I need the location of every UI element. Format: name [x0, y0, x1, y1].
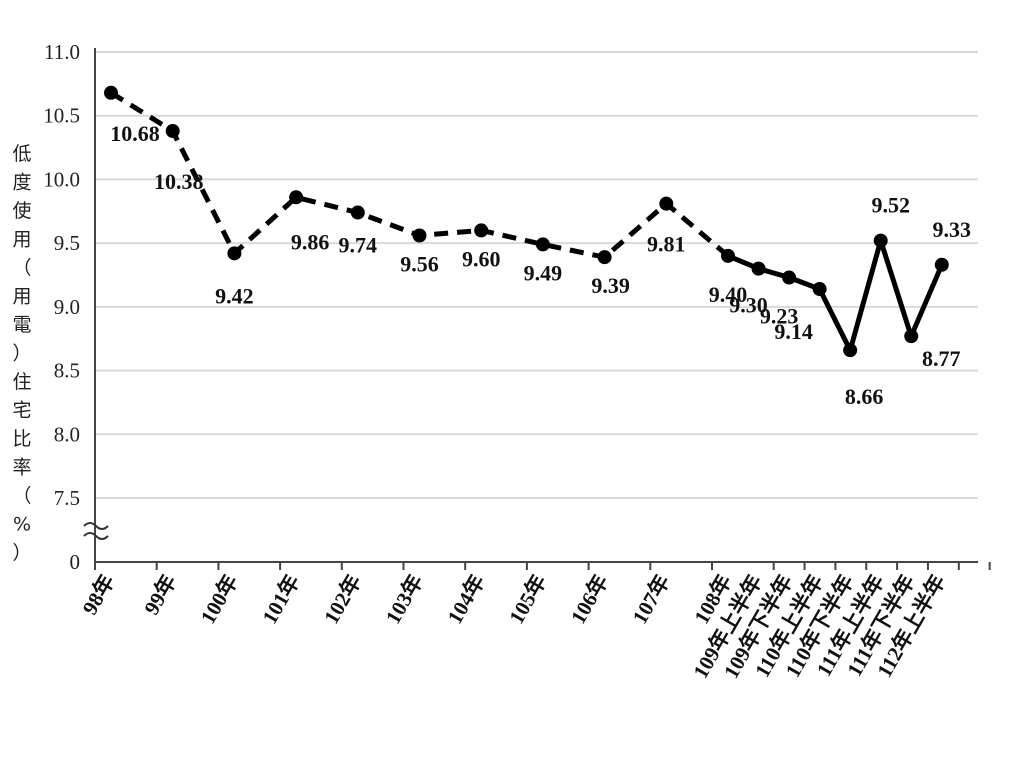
y-tick-label: 10.5 — [43, 104, 80, 128]
y-tick-label: 9.5 — [54, 231, 80, 255]
data-point — [812, 282, 827, 297]
y-axis-label-char: 率 — [12, 457, 31, 479]
x-tick-label: 101年 — [257, 571, 304, 628]
data-point — [721, 248, 735, 263]
y-tick-label: 7.5 — [54, 486, 80, 510]
data-label: 10.68 — [110, 121, 160, 146]
y-axis-label-char: 使 — [12, 200, 31, 222]
data-point — [412, 228, 427, 243]
data-point — [289, 190, 304, 205]
y-axis-label-char: % — [13, 514, 31, 536]
data-label: 9.40 — [709, 282, 748, 307]
x-tick-label: 98年 — [78, 571, 120, 619]
y-axis-label-char: 用 — [12, 286, 31, 308]
data-label: 9.30 — [729, 293, 768, 318]
data-label: 10.38 — [154, 169, 204, 194]
data-label: 8.77 — [922, 346, 961, 371]
data-label: 9.86 — [291, 229, 330, 254]
data-label: 9.14 — [774, 319, 813, 344]
y-tick-label: 9.0 — [54, 295, 80, 319]
x-tick-label: 105年 — [504, 571, 551, 628]
data-label: 9.81 — [647, 232, 686, 257]
data-point — [350, 205, 365, 220]
data-label: 8.66 — [845, 384, 884, 409]
data-point — [873, 233, 888, 248]
data-label: 9.39 — [591, 273, 630, 298]
y-tick-label: 8.0 — [54, 422, 80, 446]
x-tick-label: 107年 — [628, 571, 675, 628]
data-point — [165, 124, 180, 139]
x-tick-labels: 98年 99年 100年 101年 102年 103年 104年 105年 106年 107年 10… — [78, 571, 951, 683]
y-axis-label-char: 住 — [12, 371, 31, 393]
data-point — [659, 196, 674, 211]
data-points — [104, 85, 949, 358]
data-label: 9.49 — [524, 260, 563, 285]
data-point — [934, 257, 949, 272]
y-tick-label: 11.0 — [44, 40, 80, 64]
y-axis-label-char: 電 — [12, 314, 31, 336]
data-point — [782, 270, 797, 285]
axes — [83, 48, 991, 570]
x-tick-label: 100年 — [196, 571, 243, 628]
x-tick-label: 103年 — [381, 571, 428, 628]
y-tick-labels: 11.0 10.5 10.0 9.5 9.0 8.5 8.0 7.5 0 — [43, 40, 80, 574]
series-lines — [109, 90, 945, 353]
x-tick-label: 104年 — [442, 571, 489, 628]
data-label: 9.23 — [760, 304, 799, 329]
data-point — [751, 261, 766, 276]
y-axis-label-char: 比 — [12, 428, 31, 450]
data-point — [904, 329, 919, 344]
data-label: 9.56 — [400, 251, 439, 276]
y-axis-label-char: 用 — [12, 229, 31, 251]
axis-break-mark — [83, 522, 109, 530]
y-tick-label: 0 — [70, 550, 81, 574]
y-axis-label-char: （ — [12, 485, 31, 507]
data-point — [104, 85, 118, 100]
data-point — [474, 223, 489, 238]
y-axis-label-char: ） — [12, 343, 31, 365]
data-label: 9.42 — [215, 283, 254, 308]
x-tick-label: 102年 — [319, 571, 366, 628]
y-axis-label-char: 低 — [12, 143, 31, 165]
y-tick-label: 10.0 — [43, 167, 80, 191]
axis-break-mark — [83, 532, 109, 540]
data-labels: 10.68 10.38 9.42 9.86 9.74 9.56 9.60 9.49 9.39 9.… — [110, 121, 971, 409]
x-tick-label: 106年 — [566, 571, 613, 628]
y-axis-label-char: 度 — [12, 172, 31, 194]
data-label: 9.33 — [933, 217, 972, 242]
y-axis-label-char: ） — [12, 542, 31, 564]
data-label: 9.52 — [871, 193, 910, 218]
data-label: 9.60 — [462, 246, 501, 271]
y-axis-label-char: 宅 — [12, 400, 31, 422]
data-point — [597, 250, 612, 265]
data-label: 9.74 — [339, 233, 378, 258]
grid-lines — [95, 51, 978, 499]
y-axis-label-char: （ — [12, 257, 31, 279]
y-tick-label: 8.5 — [54, 359, 80, 383]
data-point — [227, 246, 242, 261]
x-tick-label: 99年 — [139, 571, 181, 619]
data-point — [535, 237, 550, 252]
data-point — [843, 343, 858, 358]
